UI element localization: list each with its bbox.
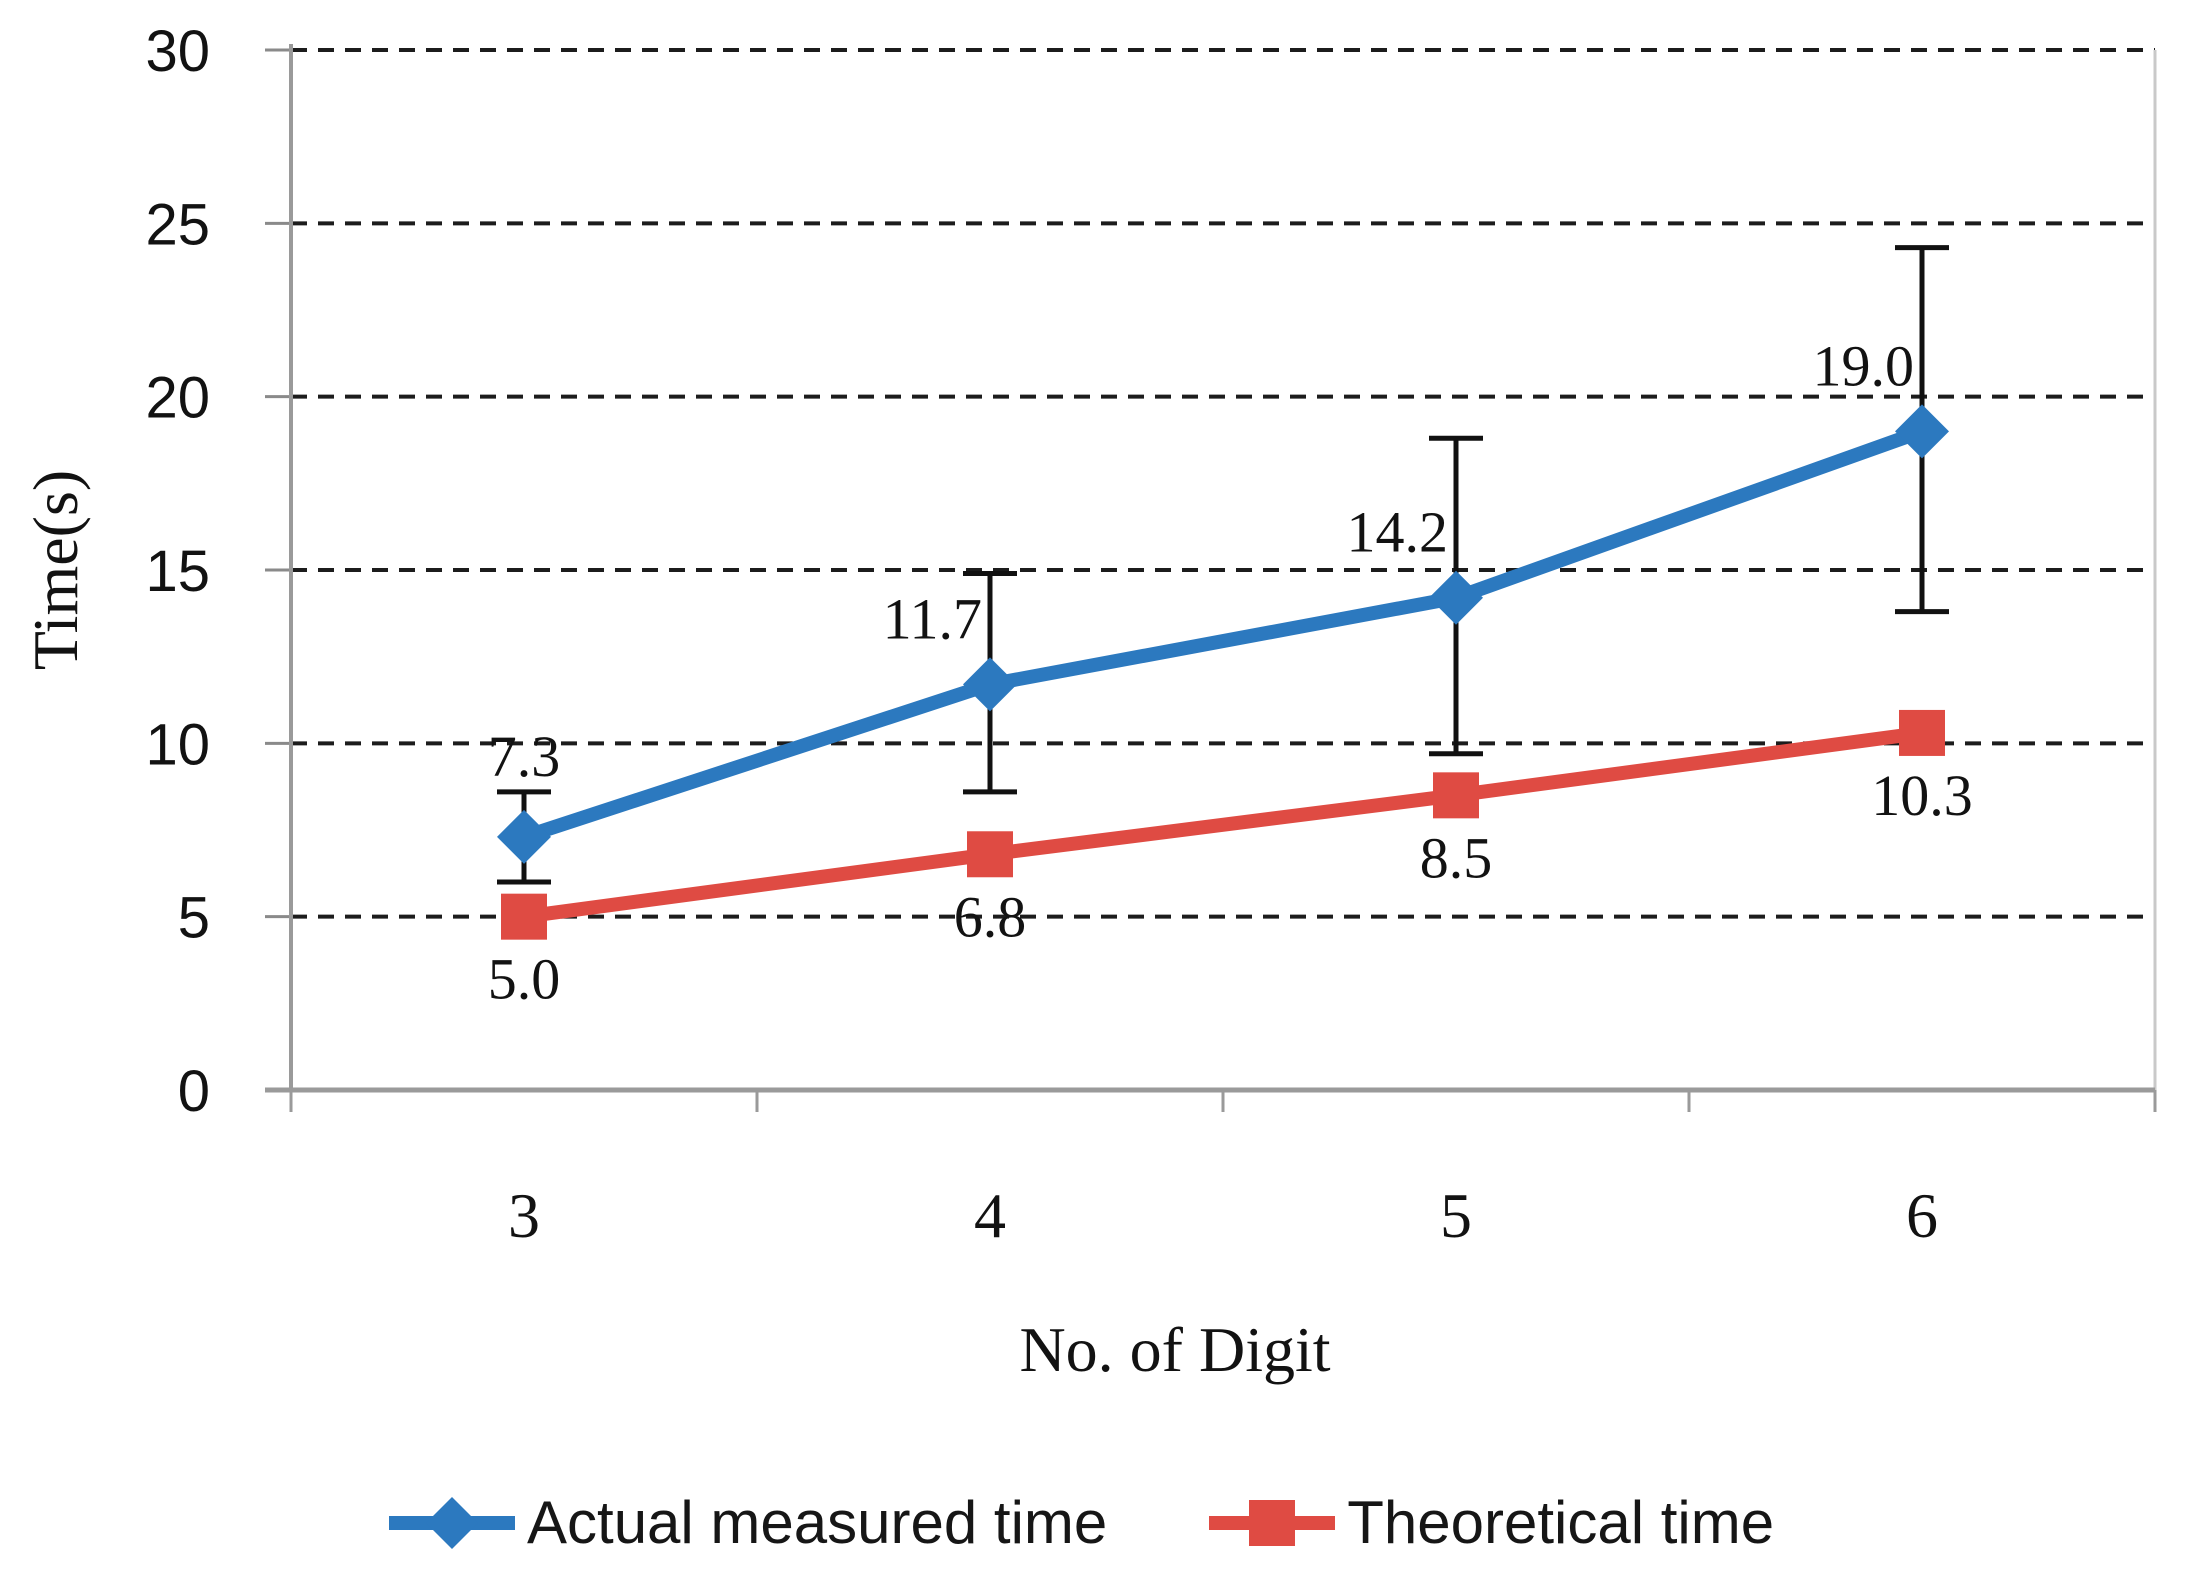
marker-diamond [963, 657, 1017, 712]
y-tick-label: 25 [145, 192, 210, 257]
x-tick-label: 5 [1440, 1180, 1472, 1251]
legend: Actual measured time Theoretical time [387, 1488, 1774, 1557]
legend-marker-actual [389, 1496, 515, 1549]
marker-square [1899, 709, 1945, 756]
legend-marker-theoretical [1209, 1499, 1336, 1546]
legend-item-theoretical: Theoretical time [1207, 1488, 1774, 1557]
x-axis-title: No. of Digit [1019, 1314, 1331, 1385]
x-tick-label: 4 [974, 1180, 1006, 1251]
data-label: 10.3 [1871, 763, 1973, 828]
legend-diamond-icon [426, 1496, 478, 1549]
x-tick-label: 6 [1906, 1180, 1938, 1251]
series-line-actual [517, 424, 1929, 844]
legend-label-theoretical: Theoretical time [1347, 1489, 1775, 1556]
data-label: 19.0 [1813, 333, 1915, 398]
y-tick-label: 10 [145, 712, 210, 777]
y-tick-label: 20 [145, 366, 210, 431]
y-tick-label: 30 [145, 19, 210, 84]
marker-square [501, 893, 547, 940]
legend-item-actual: Actual measured time [387, 1488, 1107, 1557]
legend-square-icon [1249, 1499, 1296, 1546]
marker-diamond [1429, 570, 1483, 625]
x-tick-label: 3 [508, 1180, 540, 1251]
marker-diamond [1895, 404, 1949, 459]
y-tick-label: 15 [145, 539, 210, 604]
data-label: 8.5 [1420, 825, 1493, 890]
y-tick-label: 0 [178, 1059, 210, 1124]
data-label: 5.0 [488, 947, 561, 1012]
data-label: 7.3 [488, 724, 561, 789]
data-label: 11.7 [883, 586, 982, 651]
y-tick-label: 5 [178, 886, 210, 951]
data-label: 14.2 [1347, 500, 1449, 565]
marker-square [967, 831, 1013, 878]
data-label: 6.8 [954, 884, 1027, 949]
legend-label-actual: Actual measured time [527, 1489, 1108, 1556]
y-axis-title: Time(s) [20, 469, 91, 671]
marker-diamond [497, 809, 551, 864]
marker-square [1433, 772, 1479, 819]
series-line-theoretical [517, 725, 1929, 924]
